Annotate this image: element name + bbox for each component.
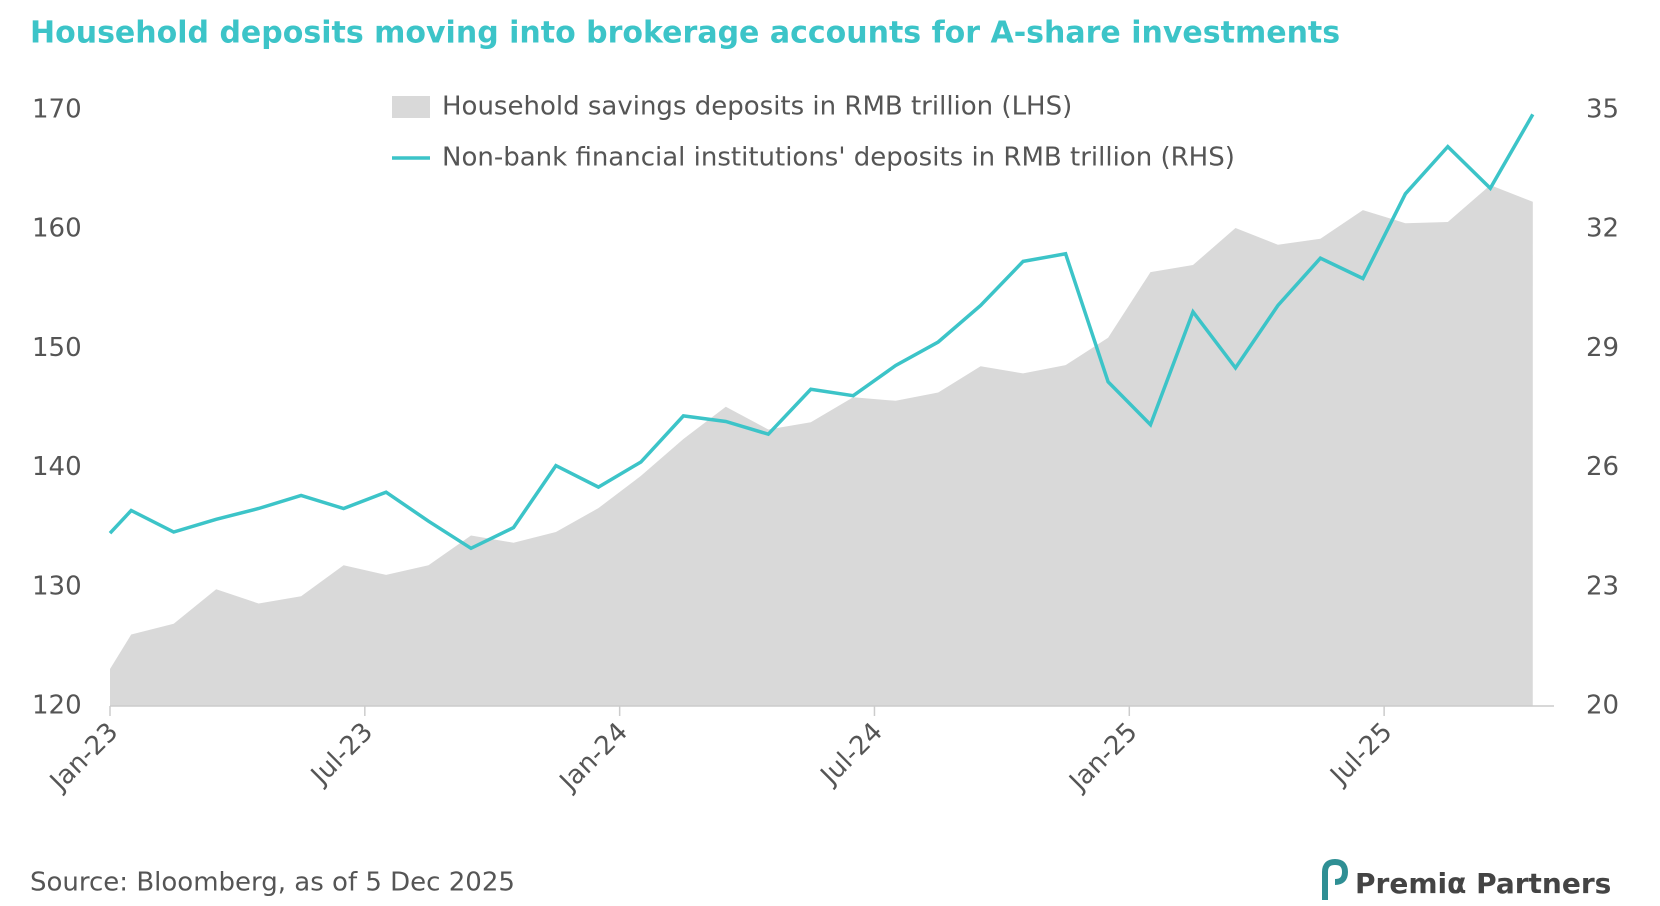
- x-tick-label: Jan-24: [553, 717, 634, 798]
- legend-label: Non-bank financial institutions' deposit…: [442, 143, 1235, 173]
- line: [108, 113, 1535, 551]
- y-tick-label: 140: [32, 452, 82, 482]
- legend-swatch: [392, 96, 430, 118]
- x-tick-label: Jul-25: [1324, 717, 1399, 792]
- y-tick-label: 150: [32, 333, 82, 363]
- logo: Premiα Partners: [1322, 858, 1611, 900]
- y-tick-label: 120: [32, 691, 82, 721]
- y2-tick-label: 20: [1586, 691, 1619, 721]
- y2-tick-label: 32: [1586, 214, 1619, 244]
- logo-icon: [1322, 858, 1349, 900]
- y2-tick-label: 29: [1586, 333, 1619, 363]
- chart-title: Household deposits moving into brokerage…: [30, 16, 1340, 51]
- y-tick-label: 130: [32, 571, 82, 601]
- source-note: Source: Bloomberg, as of 5 Dec 2025: [30, 868, 515, 898]
- y2-tick-label: 35: [1586, 95, 1619, 125]
- y2-tick-label: 23: [1586, 571, 1619, 601]
- y-tick-label: 160: [32, 214, 82, 244]
- x-tick-label: Jan-23: [43, 717, 124, 798]
- x-tick-label: Jan-25: [1063, 717, 1144, 798]
- legend-label: Household savings deposits in RMB trilli…: [442, 92, 1072, 122]
- y2-tick-label: 26: [1586, 452, 1619, 482]
- y-tick-label: 170: [32, 95, 82, 125]
- x-tick-label: Jul-23: [304, 717, 379, 792]
- logo-text: Premiα Partners: [1355, 867, 1611, 900]
- area: [110, 185, 1533, 707]
- x-tick-label: Jul-24: [814, 717, 889, 792]
